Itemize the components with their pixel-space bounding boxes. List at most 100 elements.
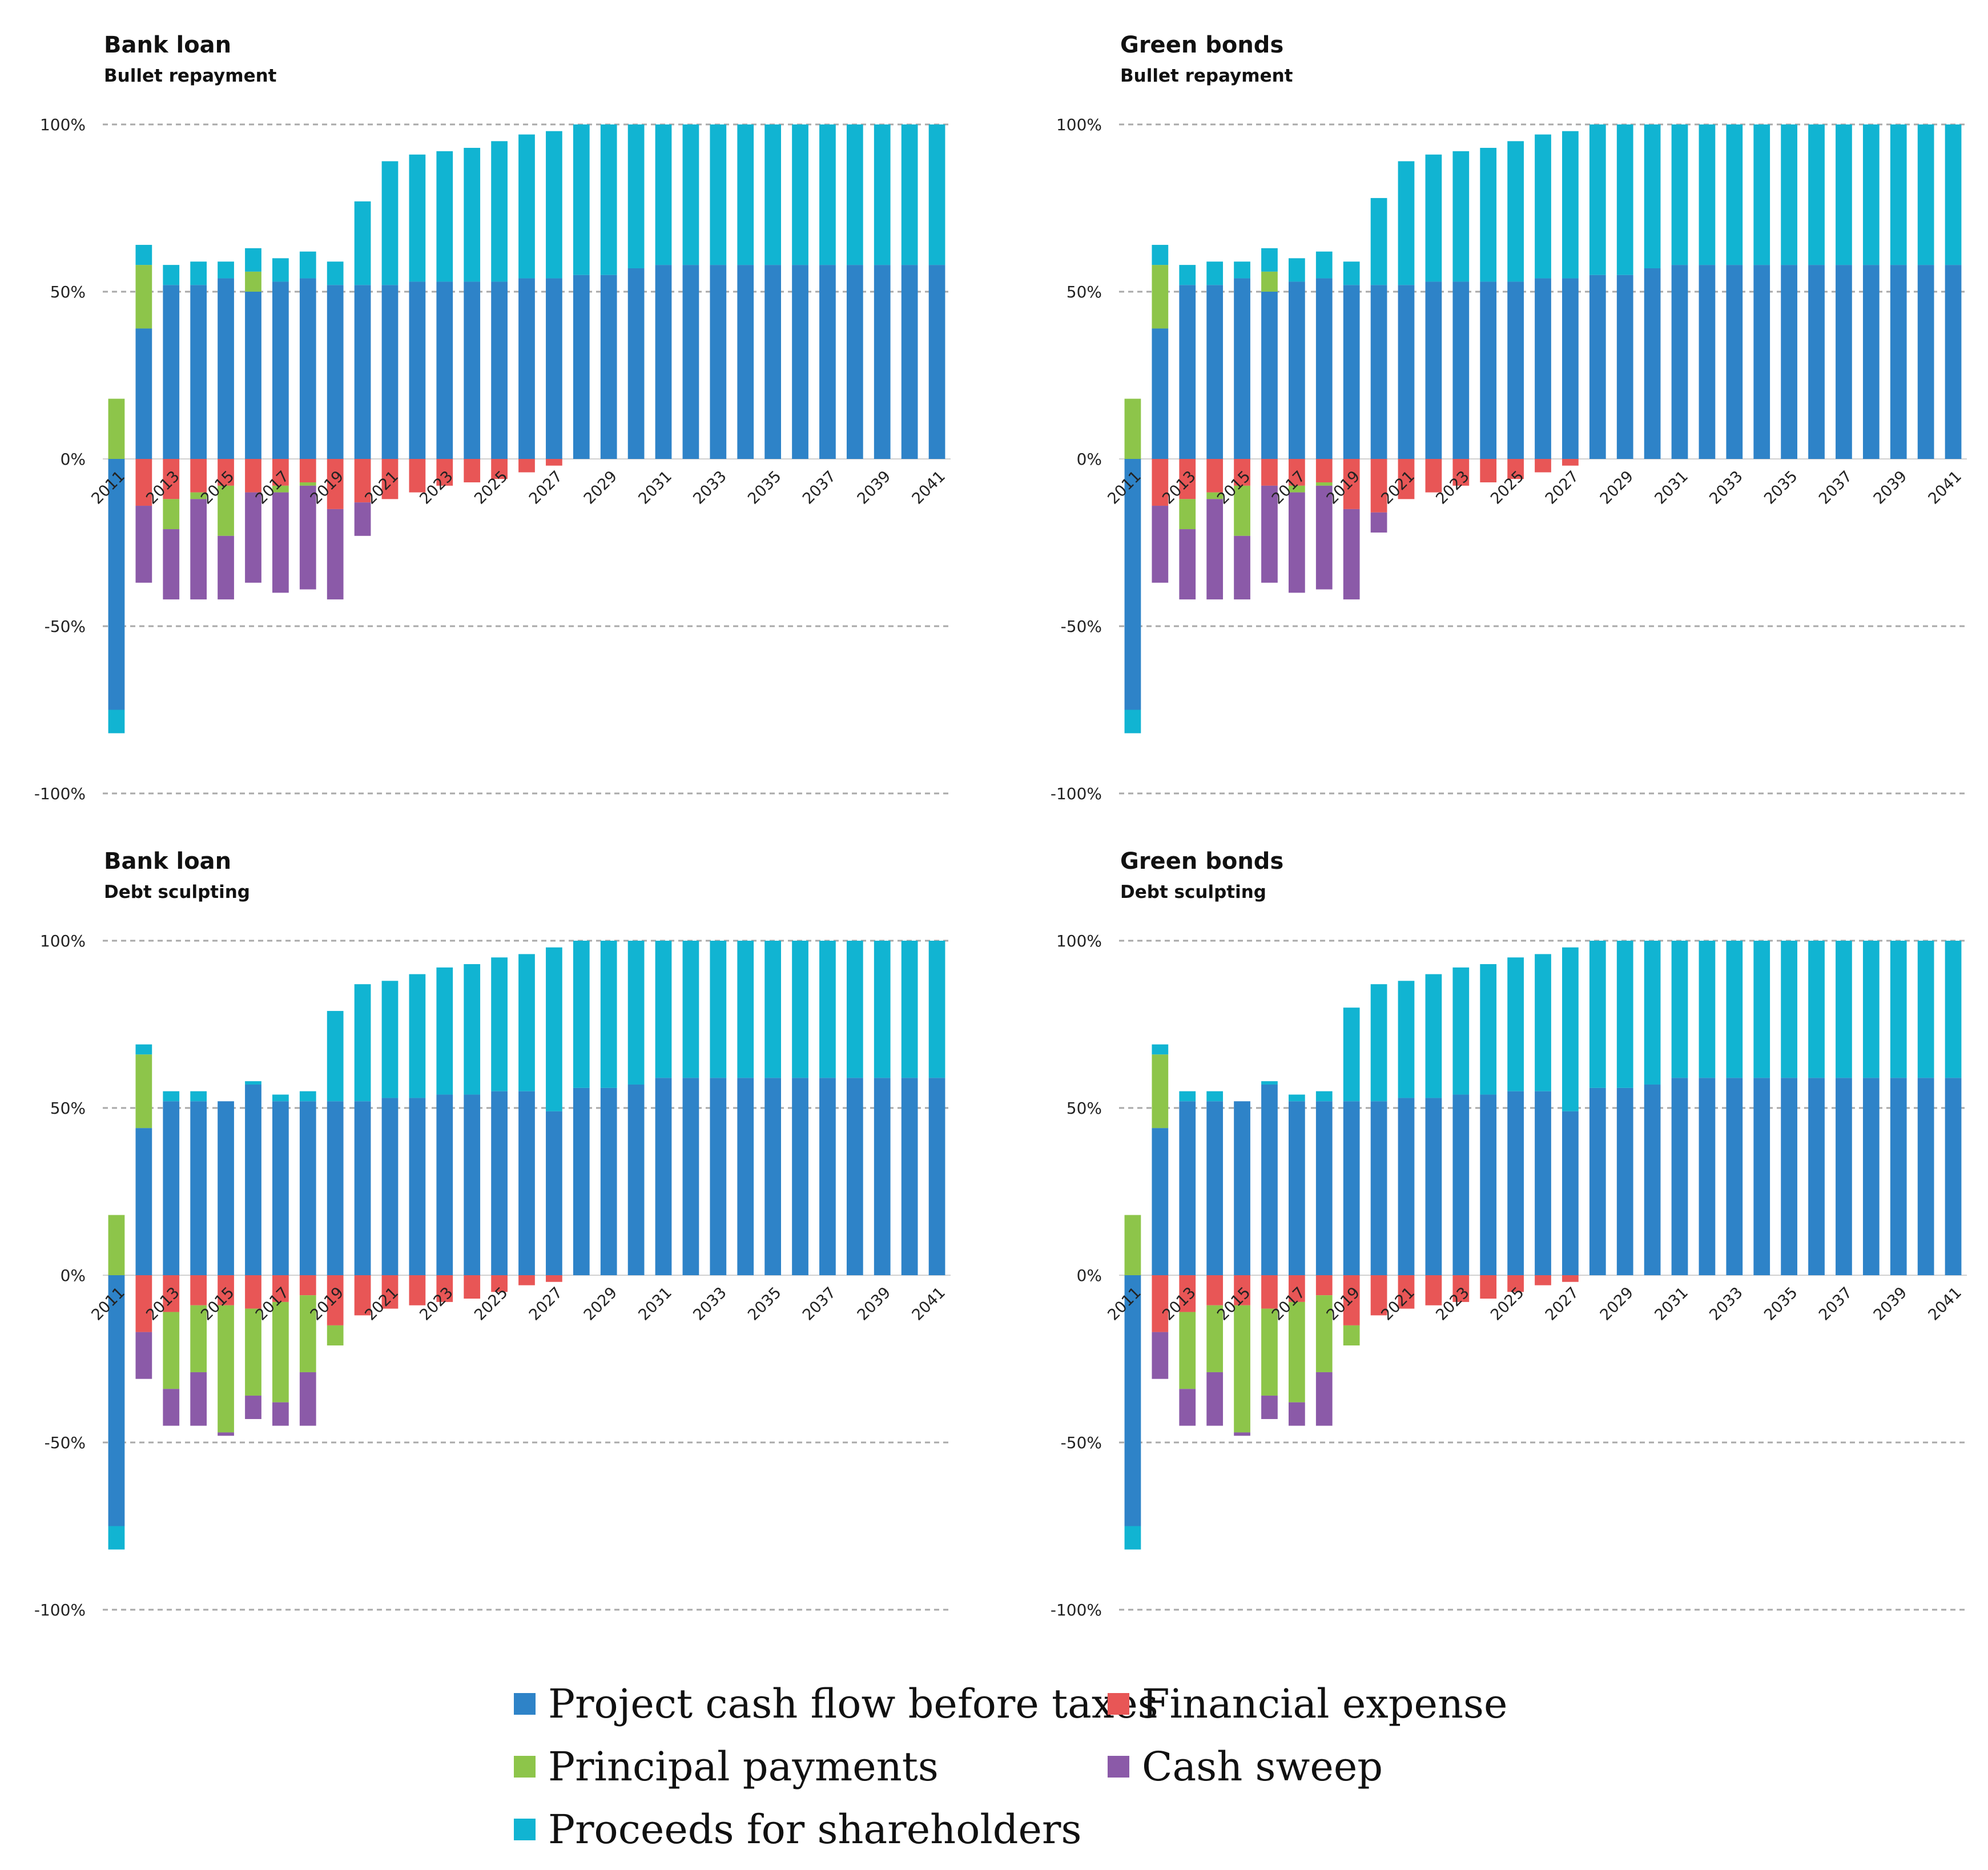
- bar-proceeds-shareholders-2039: [874, 124, 891, 265]
- bar-proceeds-shareholders-2036: [1808, 124, 1825, 265]
- bar-project-cash-flow-2037: [819, 1078, 836, 1275]
- bar-principal-payments-2018: [1315, 1295, 1333, 1372]
- bar-financial-expense-2015: [218, 459, 234, 486]
- bar-project-cash-flow-2015: [1234, 1101, 1250, 1275]
- bar-financial-expense-2013: [1179, 459, 1196, 499]
- y-tick-label: 0%: [1077, 450, 1102, 469]
- x-tick-label: 2033: [1706, 1284, 1746, 1324]
- bar-financial-expense-2018: [1315, 1275, 1333, 1296]
- bar-project-cash-flow-2013: [163, 285, 180, 459]
- bar-principal-payments-2015: [218, 485, 234, 536]
- x-tick-label: 2031: [1651, 468, 1692, 508]
- legend-item-financial-expense: Financial expense: [1108, 1672, 1507, 1735]
- bar-project-cash-flow-2023: [1452, 281, 1470, 459]
- bar-project-cash-flow-2013: [163, 1101, 180, 1275]
- bar-financial-expense-2022: [1425, 1275, 1442, 1305]
- bar-proceeds-shareholders-2021: [381, 981, 399, 1098]
- y-tick-label: -100%: [34, 1601, 86, 1619]
- bar-project-cash-flow-2012: [135, 1128, 152, 1275]
- y-tick-label: 100%: [1056, 932, 1102, 950]
- bar-project-cash-flow-2039: [874, 1078, 891, 1275]
- bar-principal-payments-2019: [1343, 1325, 1360, 1346]
- bar-cash-sweep-2018: [299, 485, 316, 590]
- bar-financial-expense-2017: [272, 459, 289, 486]
- x-tick-label: 2039: [1870, 1284, 1911, 1324]
- bar-project-cash-flow-2016: [1261, 1084, 1278, 1275]
- x-tick-label: 2027: [526, 1284, 566, 1324]
- chart-subtitle: Debt sculpting: [104, 882, 250, 902]
- bar-cash-sweep-2015: [218, 1432, 234, 1436]
- bar-financial-expense-2013: [1179, 1275, 1196, 1312]
- bar-proceeds-shareholders-2027: [1562, 947, 1579, 1111]
- bar-proceeds-shareholders-2025: [491, 957, 508, 1091]
- bar-principal-payments-2014: [1206, 1305, 1224, 1372]
- bar-proceeds-shareholders-2041: [928, 941, 945, 1078]
- bar-financial-expense-2026: [1535, 1275, 1551, 1285]
- bar-proceeds-shareholders-2022: [409, 974, 426, 1098]
- bar-financial-expense-2020: [354, 459, 371, 503]
- bar-cash-sweep-2012: [1152, 506, 1169, 583]
- bar-financial-expense-2014: [190, 459, 207, 493]
- bar-project-cash-flow-2030: [1644, 268, 1661, 459]
- bar-financial-expense-2023: [1452, 1275, 1470, 1302]
- bar-financial-expense-2024: [1480, 459, 1497, 483]
- bar-financial-expense-2018: [299, 459, 316, 483]
- bar-project-cash-flow-2025: [491, 1091, 508, 1275]
- bar-project-cash-flow-2041: [1945, 1078, 1962, 1275]
- bar-project-cash-flow-2017: [272, 1101, 289, 1275]
- bar-cash-sweep-2015: [218, 535, 234, 600]
- bar-project-cash-flow-2019: [1343, 285, 1360, 459]
- bar-proceeds-shareholders-2025: [1507, 957, 1524, 1091]
- bar-proceeds-shareholders-2031: [655, 124, 672, 265]
- bar-proceeds-shareholders-2037: [819, 124, 836, 265]
- legend-swatch: [514, 1819, 536, 1840]
- bar-proceeds-shareholders-2014: [1206, 1091, 1224, 1102]
- bar-financial-expense-2020: [354, 1275, 371, 1316]
- bar-project-cash-flow-2024: [1480, 281, 1497, 459]
- bar-cash-sweep-2013: [1179, 529, 1196, 600]
- bar-proceeds-shareholders-2013: [1179, 1091, 1196, 1102]
- bar-project-cash-flow-2014: [1206, 1101, 1224, 1275]
- bar-financial-expense-2014: [1206, 459, 1224, 493]
- bar-project-cash-flow-2026: [518, 1091, 535, 1275]
- bar-proceeds-shareholders-2012: [1152, 1044, 1169, 1055]
- bar-cash-sweep-2020: [354, 502, 371, 536]
- bar-project-cash-flow-2015: [218, 1101, 234, 1275]
- legend-item-project-cash-flow: Project cash flow before taxes: [514, 1672, 1158, 1735]
- bar-principal-payments-2012: [135, 1054, 152, 1129]
- bar-proceeds-shareholders-2017: [272, 258, 289, 282]
- bar-financial-expense-2014: [1206, 1275, 1224, 1305]
- bar-cash-sweep-2016: [245, 1395, 261, 1419]
- bar-financial-expense-2021: [1398, 459, 1415, 499]
- chart-subtitle: Bullet repayment: [1120, 66, 1293, 86]
- bar-financial-expense-2018: [299, 1275, 316, 1296]
- bar-cash-sweep-2015: [1234, 535, 1250, 600]
- chart-title: Green bonds: [1120, 848, 1283, 874]
- bar-principal-payments-2016: [245, 1308, 261, 1396]
- bar-cash-sweep-2014: [1206, 499, 1224, 600]
- bar-proceeds-shareholders-2018: [299, 1091, 316, 1102]
- chart-subtitle: Debt sculpting: [1120, 882, 1266, 902]
- bar-project-cash-flow-2038: [1862, 1078, 1880, 1275]
- bar-proceeds-shareholders-2020: [354, 201, 371, 285]
- y-tick-label: -100%: [1051, 1601, 1102, 1619]
- chart-panel-0: Bank loan Bullet repayment 100% 50% 0% -50% -1…: [34, 32, 951, 803]
- bar-principal-payments-2017: [1289, 1301, 1305, 1402]
- bar-proceeds-shareholders-2032: [682, 941, 699, 1078]
- bar-proceeds-shareholders-2031: [655, 941, 672, 1078]
- bar-proceeds-shareholders-2023: [1452, 151, 1470, 282]
- bar-project-cash-flow-2028: [1589, 1087, 1606, 1275]
- bar-project-cash-flow-2017: [1289, 281, 1305, 459]
- bar-project-cash-flow-2033: [1726, 265, 1743, 459]
- bar-proceeds-shareholders-2026: [1535, 954, 1551, 1091]
- bar-financial-expense-2013: [163, 459, 180, 499]
- bar-proceeds-shareholders-2034: [1753, 124, 1770, 265]
- bar-financial-expense-2022: [409, 1275, 426, 1305]
- bar-project-cash-flow-2028: [573, 1087, 590, 1275]
- bar-principal-payments-2017: [1289, 485, 1305, 493]
- legend-item-proceeds-shareholders: Proceeds for shareholders: [514, 1798, 1081, 1861]
- bar-project-cash-flow-2011: [108, 1275, 125, 1526]
- bar-project-cash-flow-2016: [245, 292, 261, 459]
- bar-principal-payments-2019: [327, 1325, 344, 1346]
- bar-cash-sweep-2017: [1289, 1402, 1305, 1426]
